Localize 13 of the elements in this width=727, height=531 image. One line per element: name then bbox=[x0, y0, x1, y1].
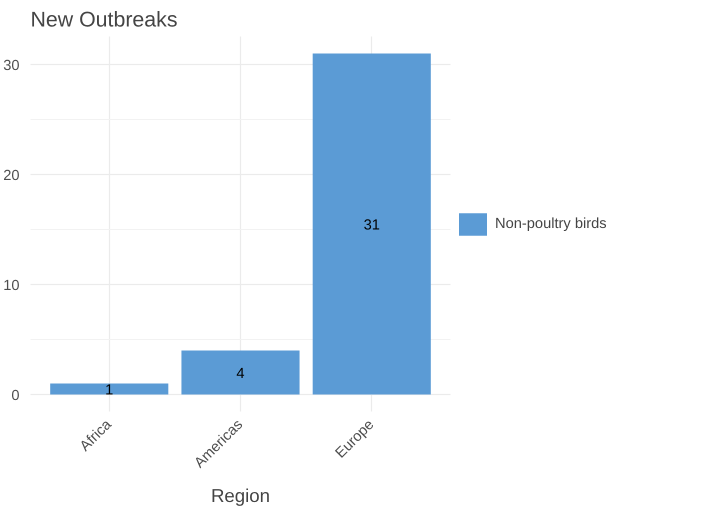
data-label: 1 bbox=[105, 382, 114, 398]
y-tick-label: 20 bbox=[3, 168, 20, 184]
y-tick-label: 0 bbox=[11, 388, 20, 404]
bar bbox=[181, 350, 300, 394]
chart-title: New Outbreaks bbox=[30, 8, 178, 32]
y-tick-label: 10 bbox=[3, 278, 20, 294]
y-tick-label: 30 bbox=[3, 58, 20, 74]
bar bbox=[50, 383, 168, 394]
legend-label: Non-poultry birds bbox=[495, 216, 607, 232]
bar bbox=[312, 54, 431, 394]
data-label: 4 bbox=[236, 366, 245, 382]
data-label: 31 bbox=[364, 218, 380, 234]
x-axis-title: Region bbox=[210, 485, 270, 506]
